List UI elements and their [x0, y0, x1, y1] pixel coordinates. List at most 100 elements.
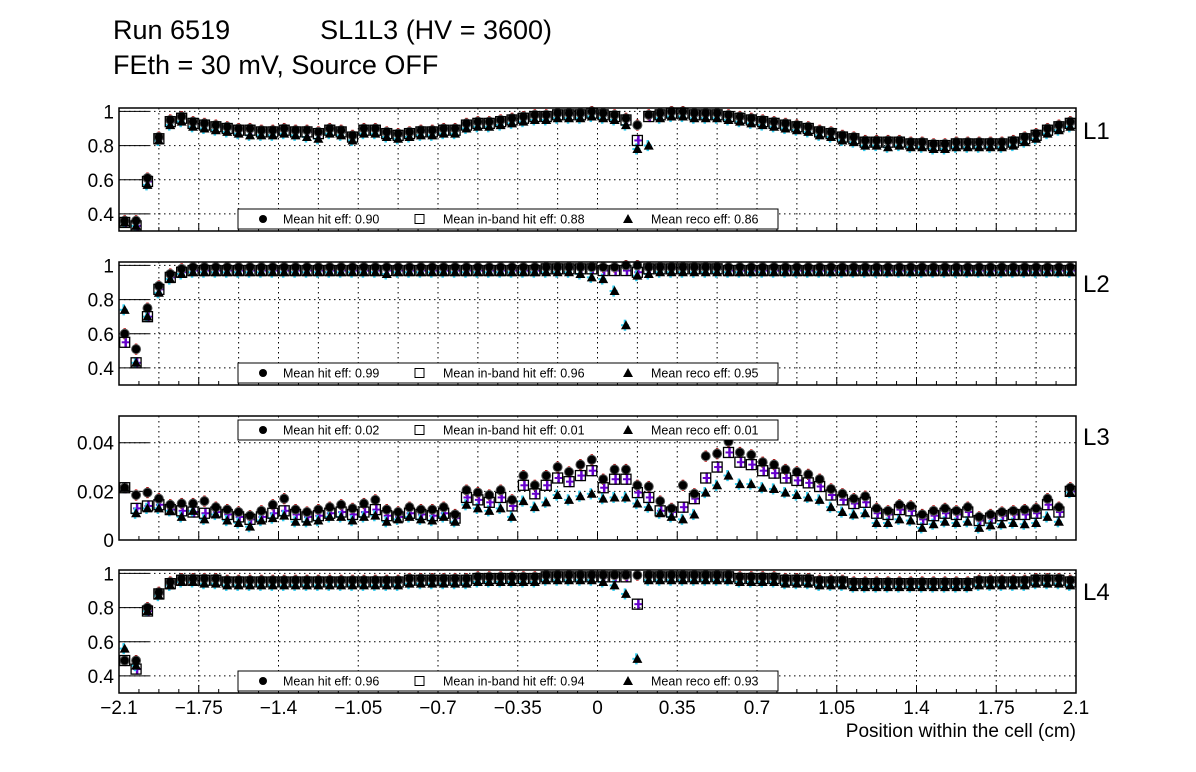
y-tick-label: 1: [103, 102, 114, 123]
reco-eff-point: [564, 494, 575, 504]
reco-eff-point: [199, 578, 210, 588]
reco-eff-point: [655, 113, 666, 123]
legend-hit-marker: [259, 369, 267, 377]
hit-eff-point: [996, 507, 1007, 518]
legend-box: [237, 419, 779, 441]
legend-entry: Mean in-band hit eff: 0.96: [443, 367, 585, 381]
reco-eff-point: [347, 135, 358, 145]
reco-eff-point: [1031, 133, 1042, 143]
reco-eff-point: [871, 582, 882, 592]
hit-eff-point: [313, 504, 324, 515]
inband-hit-eff-point: [506, 500, 518, 512]
x-tick-label: −0.7: [419, 698, 457, 719]
hit-eff-point: [598, 474, 609, 485]
reco-eff-point: [632, 653, 643, 663]
reco-eff-point: [598, 113, 609, 123]
reco-eff-point: [746, 479, 757, 489]
reco-eff-point: [791, 578, 802, 588]
reco-eff-point: [826, 132, 837, 142]
reco-eff-point: [233, 517, 244, 527]
reco-eff-point: [564, 575, 575, 585]
reco-eff-point: [700, 487, 711, 497]
reco-eff-point: [131, 357, 142, 367]
reco-eff-point: [723, 470, 734, 480]
reco-eff-point: [245, 267, 256, 277]
reco-eff-point: [438, 267, 449, 277]
reco-eff-point: [165, 580, 176, 590]
reco-eff-point: [552, 267, 563, 277]
reco-eff-point: [415, 578, 426, 588]
x-tick-label: 0: [592, 698, 603, 719]
reco-eff-point: [666, 575, 677, 585]
reco-eff-point: [301, 267, 312, 277]
hit-eff-point: [347, 503, 358, 514]
legend-entry: Mean reco eff: 0.01: [651, 424, 759, 438]
hit-eff-point: [199, 496, 210, 507]
reco-eff-point: [529, 114, 540, 124]
reco-eff-point: [358, 128, 369, 138]
reco-eff-point: [119, 482, 130, 492]
reco-eff-point: [472, 576, 483, 586]
x-tick-label: 1.05: [818, 698, 855, 719]
reco-eff-point: [609, 580, 620, 590]
reco-eff-point: [267, 267, 278, 277]
reco-eff-point: [347, 267, 358, 277]
reco-eff-point: [381, 516, 392, 526]
reco-eff-point: [1031, 517, 1042, 527]
reco-eff-point: [450, 128, 461, 138]
reco-eff-point: [518, 267, 529, 277]
reco-eff-point: [301, 516, 312, 526]
inband-hit-eff-point: [745, 458, 757, 471]
hit-eff-point: [131, 344, 142, 355]
hit-eff-point: [256, 505, 267, 516]
legend-hit-marker: [259, 215, 267, 223]
legend-hit-marker: [259, 426, 267, 434]
reco-eff-point: [974, 522, 985, 532]
reco-eff-point: [188, 267, 199, 277]
inband-hit-eff-point: [551, 472, 564, 484]
reco-eff-point: [826, 502, 837, 512]
reco-eff-point: [131, 508, 142, 518]
reco-eff-point: [313, 133, 324, 143]
reco-eff-point: [381, 268, 392, 278]
x-tick-label: −1.05: [334, 698, 382, 719]
reco-eff-point: [427, 578, 438, 588]
plot-title-line-2: FEth = 30 mV, Source OFF: [113, 50, 439, 80]
reco-eff-point: [689, 113, 700, 123]
legend-inband-marker: [414, 368, 425, 378]
reco-eff-point: [620, 588, 631, 598]
legend-box: [237, 670, 779, 692]
hit-eff-point: [119, 655, 130, 666]
layer-label: L2: [1083, 271, 1110, 298]
reco-eff-point: [791, 490, 802, 500]
reco-eff-point: [837, 267, 848, 277]
hit-eff-point: [153, 493, 164, 504]
reco-eff-point: [939, 267, 950, 277]
hit-eff-point: [245, 510, 256, 521]
legend-entry: Mean reco eff: 0.86: [651, 213, 759, 227]
x-tick-label: 1.4: [903, 698, 930, 719]
reco-eff-point: [188, 505, 199, 515]
panel-frame: [118, 261, 1077, 386]
reco-eff-point: [210, 578, 221, 588]
reco-eff-point: [188, 576, 199, 586]
reco-eff-point: [677, 575, 688, 585]
reco-eff-point: [142, 311, 153, 321]
inband-hit-eff-point: [643, 110, 655, 123]
reco-eff-point: [632, 144, 643, 153]
legend-entry: Mean in-band hit eff: 0.88: [443, 213, 585, 227]
reco-eff-point: [381, 132, 392, 142]
reco-eff-point: [415, 514, 426, 524]
reco-eff-point: [598, 493, 609, 503]
reco-eff-point: [529, 502, 540, 512]
reco-eff-point: [472, 503, 483, 513]
reco-eff-point: [393, 133, 404, 143]
hit-eff-point: [564, 466, 575, 477]
reco-eff-point: [381, 580, 392, 590]
hit-eff-point: [609, 262, 620, 273]
reco-eff-point: [256, 130, 267, 140]
hit-eff-point: [381, 504, 392, 515]
reco-eff-point: [996, 580, 1007, 590]
reco-eff-point: [734, 479, 745, 489]
reco-eff-point: [814, 494, 825, 504]
